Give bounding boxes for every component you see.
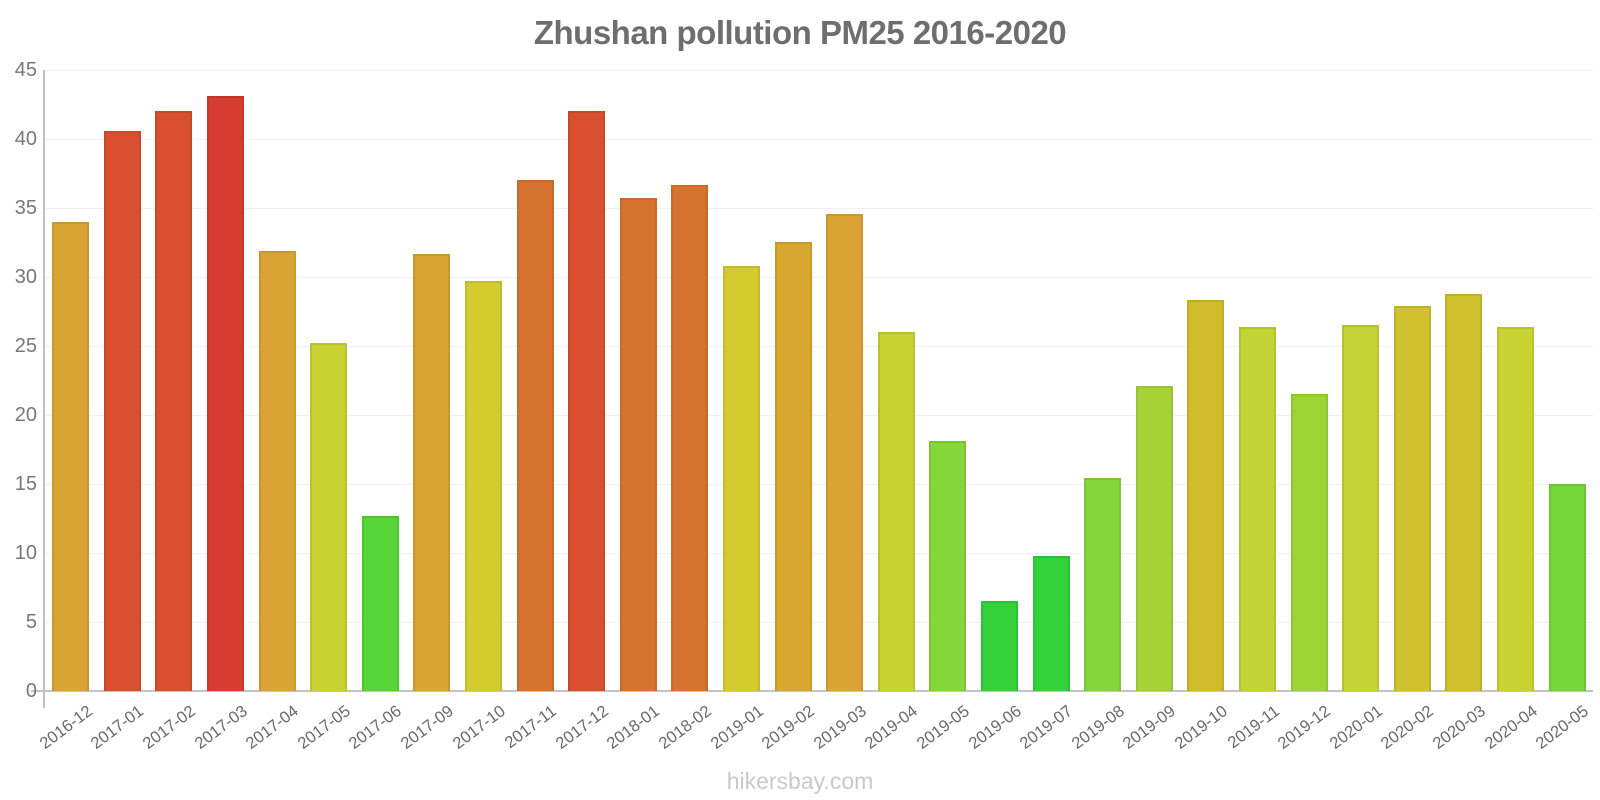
bar-slot-2017-01 <box>97 70 149 691</box>
bar-slot-2019-05 <box>922 70 974 691</box>
gridline-35 <box>45 207 1593 209</box>
bar-2019-09 <box>1135 386 1173 691</box>
gridline-10 <box>45 552 1593 554</box>
bar-2017-04 <box>258 251 296 691</box>
bars-layer <box>45 70 1593 691</box>
bar-slot-2019-10 <box>1180 70 1232 691</box>
bar-slot-2017-12 <box>561 70 613 691</box>
bar-slot-2018-02 <box>664 70 716 691</box>
bar-2019-03 <box>826 214 864 691</box>
bar-slot-2017-05 <box>303 70 355 691</box>
watermark: hikersbay.com <box>726 768 874 794</box>
bar-slot-2017-04 <box>251 70 303 691</box>
y-tick-label-35: 35 <box>14 197 37 219</box>
bar-2020-05 <box>1548 484 1586 691</box>
bar-2019-05 <box>929 441 967 691</box>
bar-slot-2017-09 <box>406 70 458 691</box>
bar-slot-2019-03 <box>819 70 871 691</box>
bar-slot-2019-09 <box>1128 70 1180 691</box>
bar-2019-01 <box>723 266 761 691</box>
bar-2018-02 <box>671 185 709 691</box>
bar-2020-03 <box>1445 294 1483 691</box>
bar-slot-2020-04 <box>1490 70 1542 691</box>
bar-2018-01 <box>619 198 657 691</box>
bar-2020-02 <box>1393 306 1431 691</box>
y-tick-label-5: 5 <box>25 611 37 633</box>
bar-slot-2020-03 <box>1438 70 1490 691</box>
bar-2019-10 <box>1187 300 1225 691</box>
gridline-5 <box>45 621 1593 623</box>
gridline-45 <box>45 69 1593 71</box>
bar-slot-2019-02 <box>767 70 819 691</box>
gridline-40 <box>45 138 1593 140</box>
bar-slot-2017-03 <box>200 70 252 691</box>
y-tick-label-40: 40 <box>14 128 37 150</box>
bar-2019-04 <box>877 332 915 691</box>
bar-2017-06 <box>361 516 399 691</box>
y-tick-label-45: 45 <box>14 59 37 81</box>
bar-2020-01 <box>1342 325 1380 691</box>
bar-2016-12 <box>52 222 90 691</box>
gridline-30 <box>45 276 1593 278</box>
bar-slot-2020-05 <box>1541 70 1593 691</box>
chart-title: Zhushan pollution PM25 2016-2020 <box>533 14 1067 51</box>
bar-2017-09 <box>413 254 451 691</box>
bar-2017-10 <box>465 281 503 691</box>
y-tick-label-25: 25 <box>14 335 37 357</box>
bar-2020-04 <box>1496 327 1534 691</box>
bar-2019-06 <box>980 601 1018 691</box>
bar-slot-2019-06 <box>974 70 1026 691</box>
bar-slot-2019-11 <box>1232 70 1284 691</box>
bar-2017-02 <box>155 111 193 691</box>
bar-2017-03 <box>207 96 245 691</box>
bar-slot-2019-08 <box>1077 70 1129 691</box>
y-tick-label-0: 0 <box>25 680 37 702</box>
bar-2019-07 <box>1032 556 1070 691</box>
bar-slot-2019-01 <box>716 70 768 691</box>
bar-2019-12 <box>1290 394 1328 691</box>
bar-slot-2019-12 <box>1283 70 1335 691</box>
y-tick-label-30: 30 <box>14 266 37 288</box>
y-tick-label-10: 10 <box>14 542 37 564</box>
bar-slot-2018-01 <box>613 70 665 691</box>
bar-slot-2019-04 <box>871 70 923 691</box>
bar-2017-01 <box>103 131 141 691</box>
bar-slot-2016-12 <box>45 70 97 691</box>
bar-2017-05 <box>310 343 348 691</box>
gridline-15 <box>45 483 1593 485</box>
bar-slot-2020-01 <box>1335 70 1387 691</box>
y-axis-line <box>43 70 45 708</box>
bar-slot-2017-06 <box>355 70 407 691</box>
bar-2019-08 <box>1084 478 1122 691</box>
gridline-20 <box>45 414 1593 416</box>
bar-slot-2017-02 <box>148 70 200 691</box>
bar-slot-2020-02 <box>1386 70 1438 691</box>
gridline-25 <box>45 345 1593 347</box>
bar-slot-2019-07 <box>1025 70 1077 691</box>
bar-2019-11 <box>1238 327 1276 691</box>
y-tick-label-20: 20 <box>14 404 37 426</box>
x-axis-line <box>31 690 1593 692</box>
bar-2019-02 <box>774 242 812 691</box>
bar-2017-11 <box>516 180 554 691</box>
bar-slot-2017-11 <box>509 70 561 691</box>
y-tick-label-15: 15 <box>14 473 37 495</box>
bar-2017-12 <box>568 111 606 691</box>
bar-slot-2017-10 <box>458 70 510 691</box>
